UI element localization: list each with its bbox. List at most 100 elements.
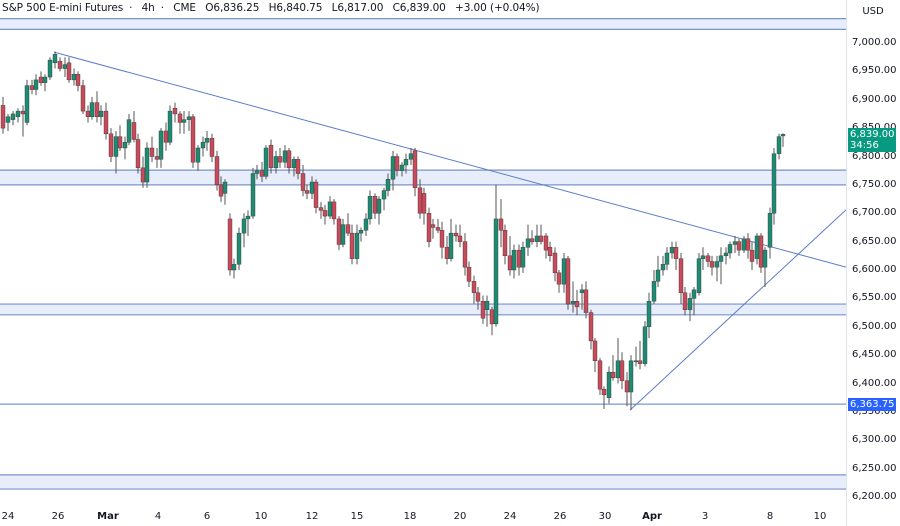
candle-down [394, 156, 400, 171]
candle-down [85, 110, 91, 117]
candle-down [547, 247, 553, 257]
x-tick-label: 3 [701, 511, 709, 522]
candle-up [71, 74, 77, 81]
candle-up [651, 281, 657, 302]
y-tick-label: 6,500.00 [852, 320, 897, 332]
x-tick-label: 26 [553, 511, 567, 522]
candle-down [259, 170, 265, 177]
candle-up [231, 264, 237, 271]
y-tick-label: 6,600.00 [852, 264, 897, 275]
candle-up [484, 301, 490, 310]
candle-down [318, 207, 324, 211]
candle-down [588, 312, 594, 342]
candle-up [291, 159, 297, 169]
candle-down [538, 235, 544, 242]
candle-up [399, 164, 405, 171]
candle-down [574, 301, 580, 308]
candle-down [331, 201, 337, 220]
candle-up [646, 301, 652, 327]
x-tick-label: 12 [305, 511, 319, 522]
candle-down [489, 309, 495, 325]
candle-up [195, 147, 201, 163]
zone-band [0, 18, 846, 30]
candle-up [664, 252, 670, 265]
candle-down [177, 113, 183, 123]
candle-down [218, 184, 224, 197]
candle-up [241, 218, 247, 234]
timeframe[interactable]: 4h [141, 2, 155, 14]
candle-up [181, 119, 187, 123]
x-tick-label: 15 [350, 511, 364, 522]
candle-down [624, 380, 630, 393]
candle-down [565, 258, 571, 305]
x-tick-label: 24 [1, 511, 15, 522]
candle-up [42, 76, 48, 83]
candle-up [327, 201, 333, 217]
candle-down [709, 261, 715, 268]
candle-up [754, 235, 760, 259]
candle-up [606, 371, 612, 398]
y-tick-label: 6,650.00 [852, 235, 897, 247]
y-tick-label: 7,000.00 [852, 37, 897, 48]
candle-up [98, 110, 104, 117]
candle-down [286, 150, 292, 169]
price-axis[interactable] [846, 0, 900, 526]
candle-down [163, 130, 169, 143]
ohlc-high: H6,840.75 [268, 2, 323, 14]
candle-up [10, 113, 16, 120]
x-tick-label: 10 [254, 511, 268, 522]
y-tick-label: 6,800.00 [852, 150, 897, 162]
candle-up [126, 119, 132, 143]
candle-down [745, 238, 751, 251]
candle-up [5, 116, 11, 123]
candle-down [57, 60, 63, 69]
candle-down [475, 292, 481, 302]
candle-up [381, 190, 387, 200]
candle-up [691, 289, 697, 299]
currency-button[interactable]: USD [852, 0, 894, 22]
candle-down [462, 241, 468, 268]
candle-down [349, 232, 355, 259]
x-tick-label: Mar [97, 511, 119, 522]
symbol-legend: S&P 500 E-mini Futures · 4h · CME O6,836.2… [2, 2, 546, 14]
candle-down [417, 187, 423, 214]
candle-up [390, 156, 396, 180]
candle-down [117, 136, 123, 149]
candlestick-plot[interactable] [0, 0, 846, 505]
candle-down [94, 102, 100, 117]
candle-up [767, 213, 773, 248]
candle-down [556, 272, 562, 285]
candle-up [520, 247, 526, 268]
candle-down [336, 218, 342, 245]
candle-up [200, 142, 206, 149]
candle-down [592, 340, 598, 361]
x-tick-label: 18 [403, 511, 417, 522]
y-tick-label: 6,450.00 [852, 349, 897, 361]
candle-down [453, 232, 459, 237]
candle-down [682, 292, 688, 310]
candle-down [209, 138, 215, 157]
symbol-name[interactable]: S&P 500 E-mini Futures [2, 2, 124, 14]
zone-band [0, 170, 846, 185]
candle-down [529, 238, 535, 242]
ohlc-close: C6,839.00 [392, 2, 446, 14]
candle-down [268, 144, 274, 169]
price-change: +3.00 (+0.04%) [455, 2, 540, 14]
candle-up [254, 170, 260, 174]
candle-down [466, 266, 472, 282]
ohlc-low: L6,817.00 [331, 2, 384, 14]
x-tick-label: 30 [598, 511, 612, 522]
candle-up [47, 59, 53, 78]
candle-up [33, 79, 39, 90]
candle-down [619, 360, 625, 381]
candle-up [615, 360, 621, 379]
candle-up [122, 142, 128, 149]
candle-up [660, 264, 666, 271]
candle-up [250, 173, 256, 217]
candle-down [502, 230, 508, 257]
candle-down [421, 193, 427, 214]
y-tick-label: 6,550.00 [852, 292, 897, 304]
x-tick-label: 26 [51, 511, 65, 522]
y-tick-label: 6,350.00 [852, 405, 897, 417]
